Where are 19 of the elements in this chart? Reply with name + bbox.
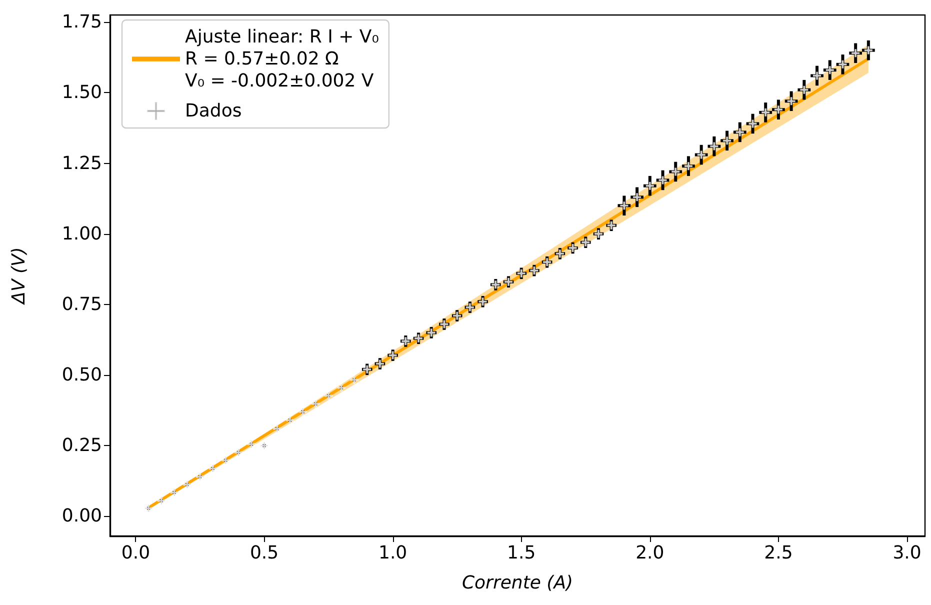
y-tick-label: 0.00 <box>62 506 102 527</box>
x-tick-label: 0.5 <box>250 542 279 564</box>
x-tick-label: 2.5 <box>764 542 793 564</box>
x-tick-label: 2.0 <box>636 542 664 564</box>
x-tick-label: 1.5 <box>507 542 536 564</box>
legend-label: Dados <box>185 100 242 122</box>
x-tick-label: 0.0 <box>121 542 150 564</box>
x-axis-title: Corrente (A) <box>462 572 574 594</box>
y-tick-label: 1.50 <box>62 82 102 104</box>
y-tick-label: 0.25 <box>62 435 102 456</box>
y-tick-label: 0.50 <box>62 364 102 386</box>
y-axis-title: ΔV (V) <box>8 247 30 306</box>
y-tick-label: 1.25 <box>62 152 102 174</box>
legend-label: Ajuste linear: R I + V₀ R = 0.57±0.02 Ω V₀ = -0.002±0.002 V <box>185 26 379 92</box>
y-tick-label: 0.75 <box>62 294 102 315</box>
y-tick-label: 1.00 <box>62 223 102 244</box>
x-tick-label: 3.0 <box>892 542 922 564</box>
y-tick-label: 1.75 <box>62 12 102 33</box>
x-tick-label: 1.0 <box>378 542 408 564</box>
